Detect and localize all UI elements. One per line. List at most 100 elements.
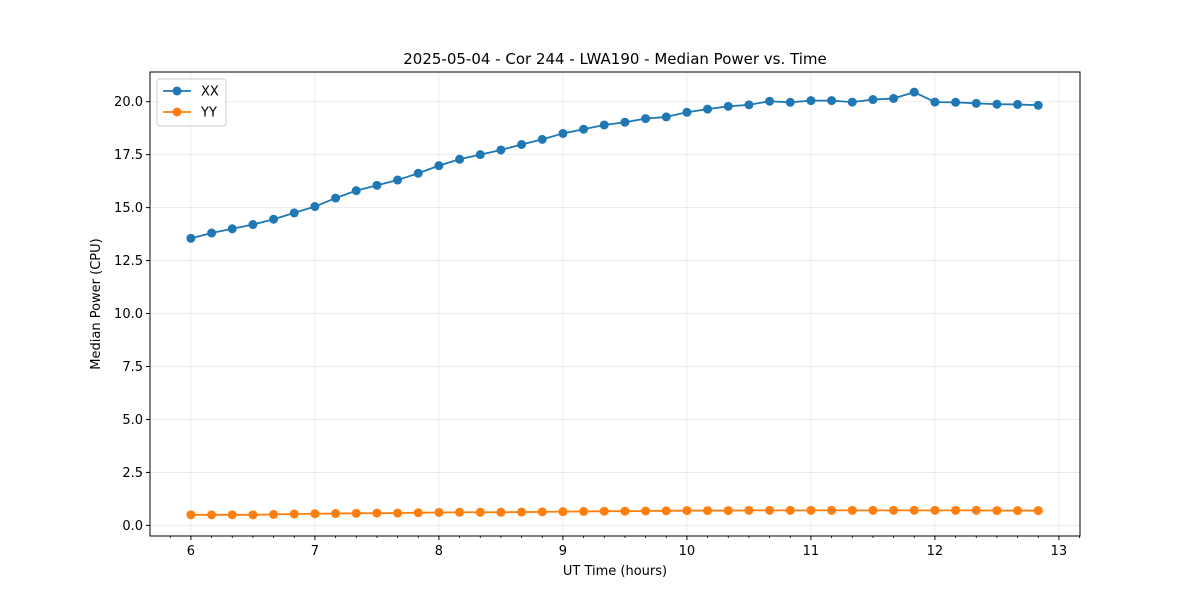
data-point-xx — [269, 214, 279, 224]
data-point-xx — [599, 120, 609, 130]
data-point-xx — [723, 101, 733, 111]
y-tick-label: 7.5 — [122, 360, 143, 375]
data-point-xx — [310, 202, 320, 212]
y-tick-label: 17.5 — [114, 148, 143, 163]
x-tick-label: 12 — [927, 544, 944, 559]
data-point-xx — [1033, 100, 1043, 110]
data-point-yy — [703, 506, 713, 516]
data-point-xx — [620, 117, 630, 127]
data-point-yy — [579, 506, 589, 516]
data-point-yy — [827, 505, 837, 515]
y-tick-label: 12.5 — [114, 254, 143, 269]
x-tick-label: 9 — [559, 544, 567, 559]
data-point-yy — [785, 505, 795, 515]
data-point-yy — [889, 505, 899, 515]
legend-label-yy: YY — [200, 106, 217, 121]
data-point-yy — [207, 510, 217, 520]
data-point-yy — [765, 505, 775, 515]
data-point-xx — [951, 97, 961, 107]
data-point-xx — [744, 100, 754, 110]
x-tick-label: 10 — [679, 544, 696, 559]
data-point-yy — [413, 508, 423, 518]
data-point-yy — [558, 507, 568, 517]
data-point-xx — [351, 186, 361, 196]
data-point-xx — [434, 161, 444, 171]
data-point-xx — [186, 233, 196, 243]
data-point-yy — [351, 508, 361, 518]
data-point-xx — [558, 128, 568, 138]
data-point-xx — [785, 97, 795, 107]
data-point-yy — [248, 510, 258, 520]
data-point-yy — [847, 505, 857, 515]
data-point-xx — [827, 96, 837, 106]
data-point-xx — [475, 150, 485, 160]
data-point-yy — [723, 506, 733, 516]
data-point-yy — [455, 507, 465, 517]
data-point-xx — [579, 124, 589, 134]
legend-marker-xx — [172, 86, 182, 96]
legend-label-xx: XX — [201, 85, 219, 100]
data-point-xx — [289, 208, 299, 218]
data-point-yy — [682, 506, 692, 516]
data-point-xx — [909, 87, 919, 97]
ticks-layer: 6 7 8 9 10 11 12 13 0.0 2.5 5.0 7.5 10.0 12.5 15.0 17.5… — [114, 95, 1080, 559]
data-point-xx — [971, 98, 981, 108]
data-point-xx — [537, 134, 547, 144]
data-point-xx — [207, 228, 217, 238]
data-point-yy — [310, 509, 320, 519]
data-point-xx — [992, 99, 1002, 109]
data-point-yy — [909, 505, 919, 515]
data-point-yy — [661, 506, 671, 516]
x-tick-label: 13 — [1051, 544, 1068, 559]
data-point-yy — [641, 506, 651, 516]
data-point-xx — [413, 168, 423, 178]
data-point-yy — [289, 509, 299, 519]
data-point-yy — [496, 507, 506, 517]
data-point-xx — [248, 220, 258, 230]
data-point-yy — [971, 505, 981, 515]
x-tick-label: 8 — [435, 544, 443, 559]
y-tick-label: 15.0 — [114, 201, 143, 216]
data-point-xx — [496, 145, 506, 155]
data-point-xx — [227, 224, 237, 234]
legend: XX YY — [156, 78, 227, 127]
data-point-xx — [682, 107, 692, 117]
data-point-xx — [868, 95, 878, 105]
data-point-yy — [269, 509, 279, 519]
data-point-yy — [517, 507, 527, 517]
legend-marker-yy — [172, 107, 182, 117]
y-tick-label: 20.0 — [114, 95, 143, 110]
data-point-yy — [372, 508, 382, 518]
data-point-yy — [227, 510, 237, 520]
data-point-yy — [599, 506, 609, 516]
plot-frame — [149, 71, 1081, 537]
data-point-xx — [889, 93, 899, 103]
data-point-xx — [765, 96, 775, 106]
grid-layer — [150, 72, 1080, 536]
data-point-xx — [930, 97, 940, 107]
data-point-yy — [868, 505, 878, 515]
data-point-yy — [951, 505, 961, 515]
data-point-yy — [475, 507, 485, 517]
data-point-yy — [537, 507, 547, 517]
series-layer — [186, 87, 1043, 520]
data-point-xx — [331, 193, 341, 203]
data-point-yy — [744, 505, 754, 515]
data-point-xx — [806, 96, 816, 106]
y-tick-label: 2.5 — [122, 466, 143, 481]
data-point-yy — [930, 505, 940, 515]
x-axis-label: UT Time (hours) — [563, 564, 667, 579]
data-point-xx — [372, 180, 382, 190]
x-tick-label: 7 — [311, 544, 319, 559]
data-point-xx — [517, 139, 527, 149]
data-point-yy — [186, 510, 196, 520]
y-tick-label: 10.0 — [114, 307, 143, 322]
data-point-xx — [703, 104, 713, 114]
data-point-yy — [331, 509, 341, 519]
x-tick-label: 11 — [803, 544, 820, 559]
y-tick-label: 5.0 — [122, 413, 143, 428]
chart-title: 2025-05-04 - Cor 244 - LWA190 - Median P… — [403, 50, 827, 68]
data-point-xx — [847, 97, 857, 107]
data-point-xx — [393, 175, 403, 185]
data-point-xx — [641, 114, 651, 124]
